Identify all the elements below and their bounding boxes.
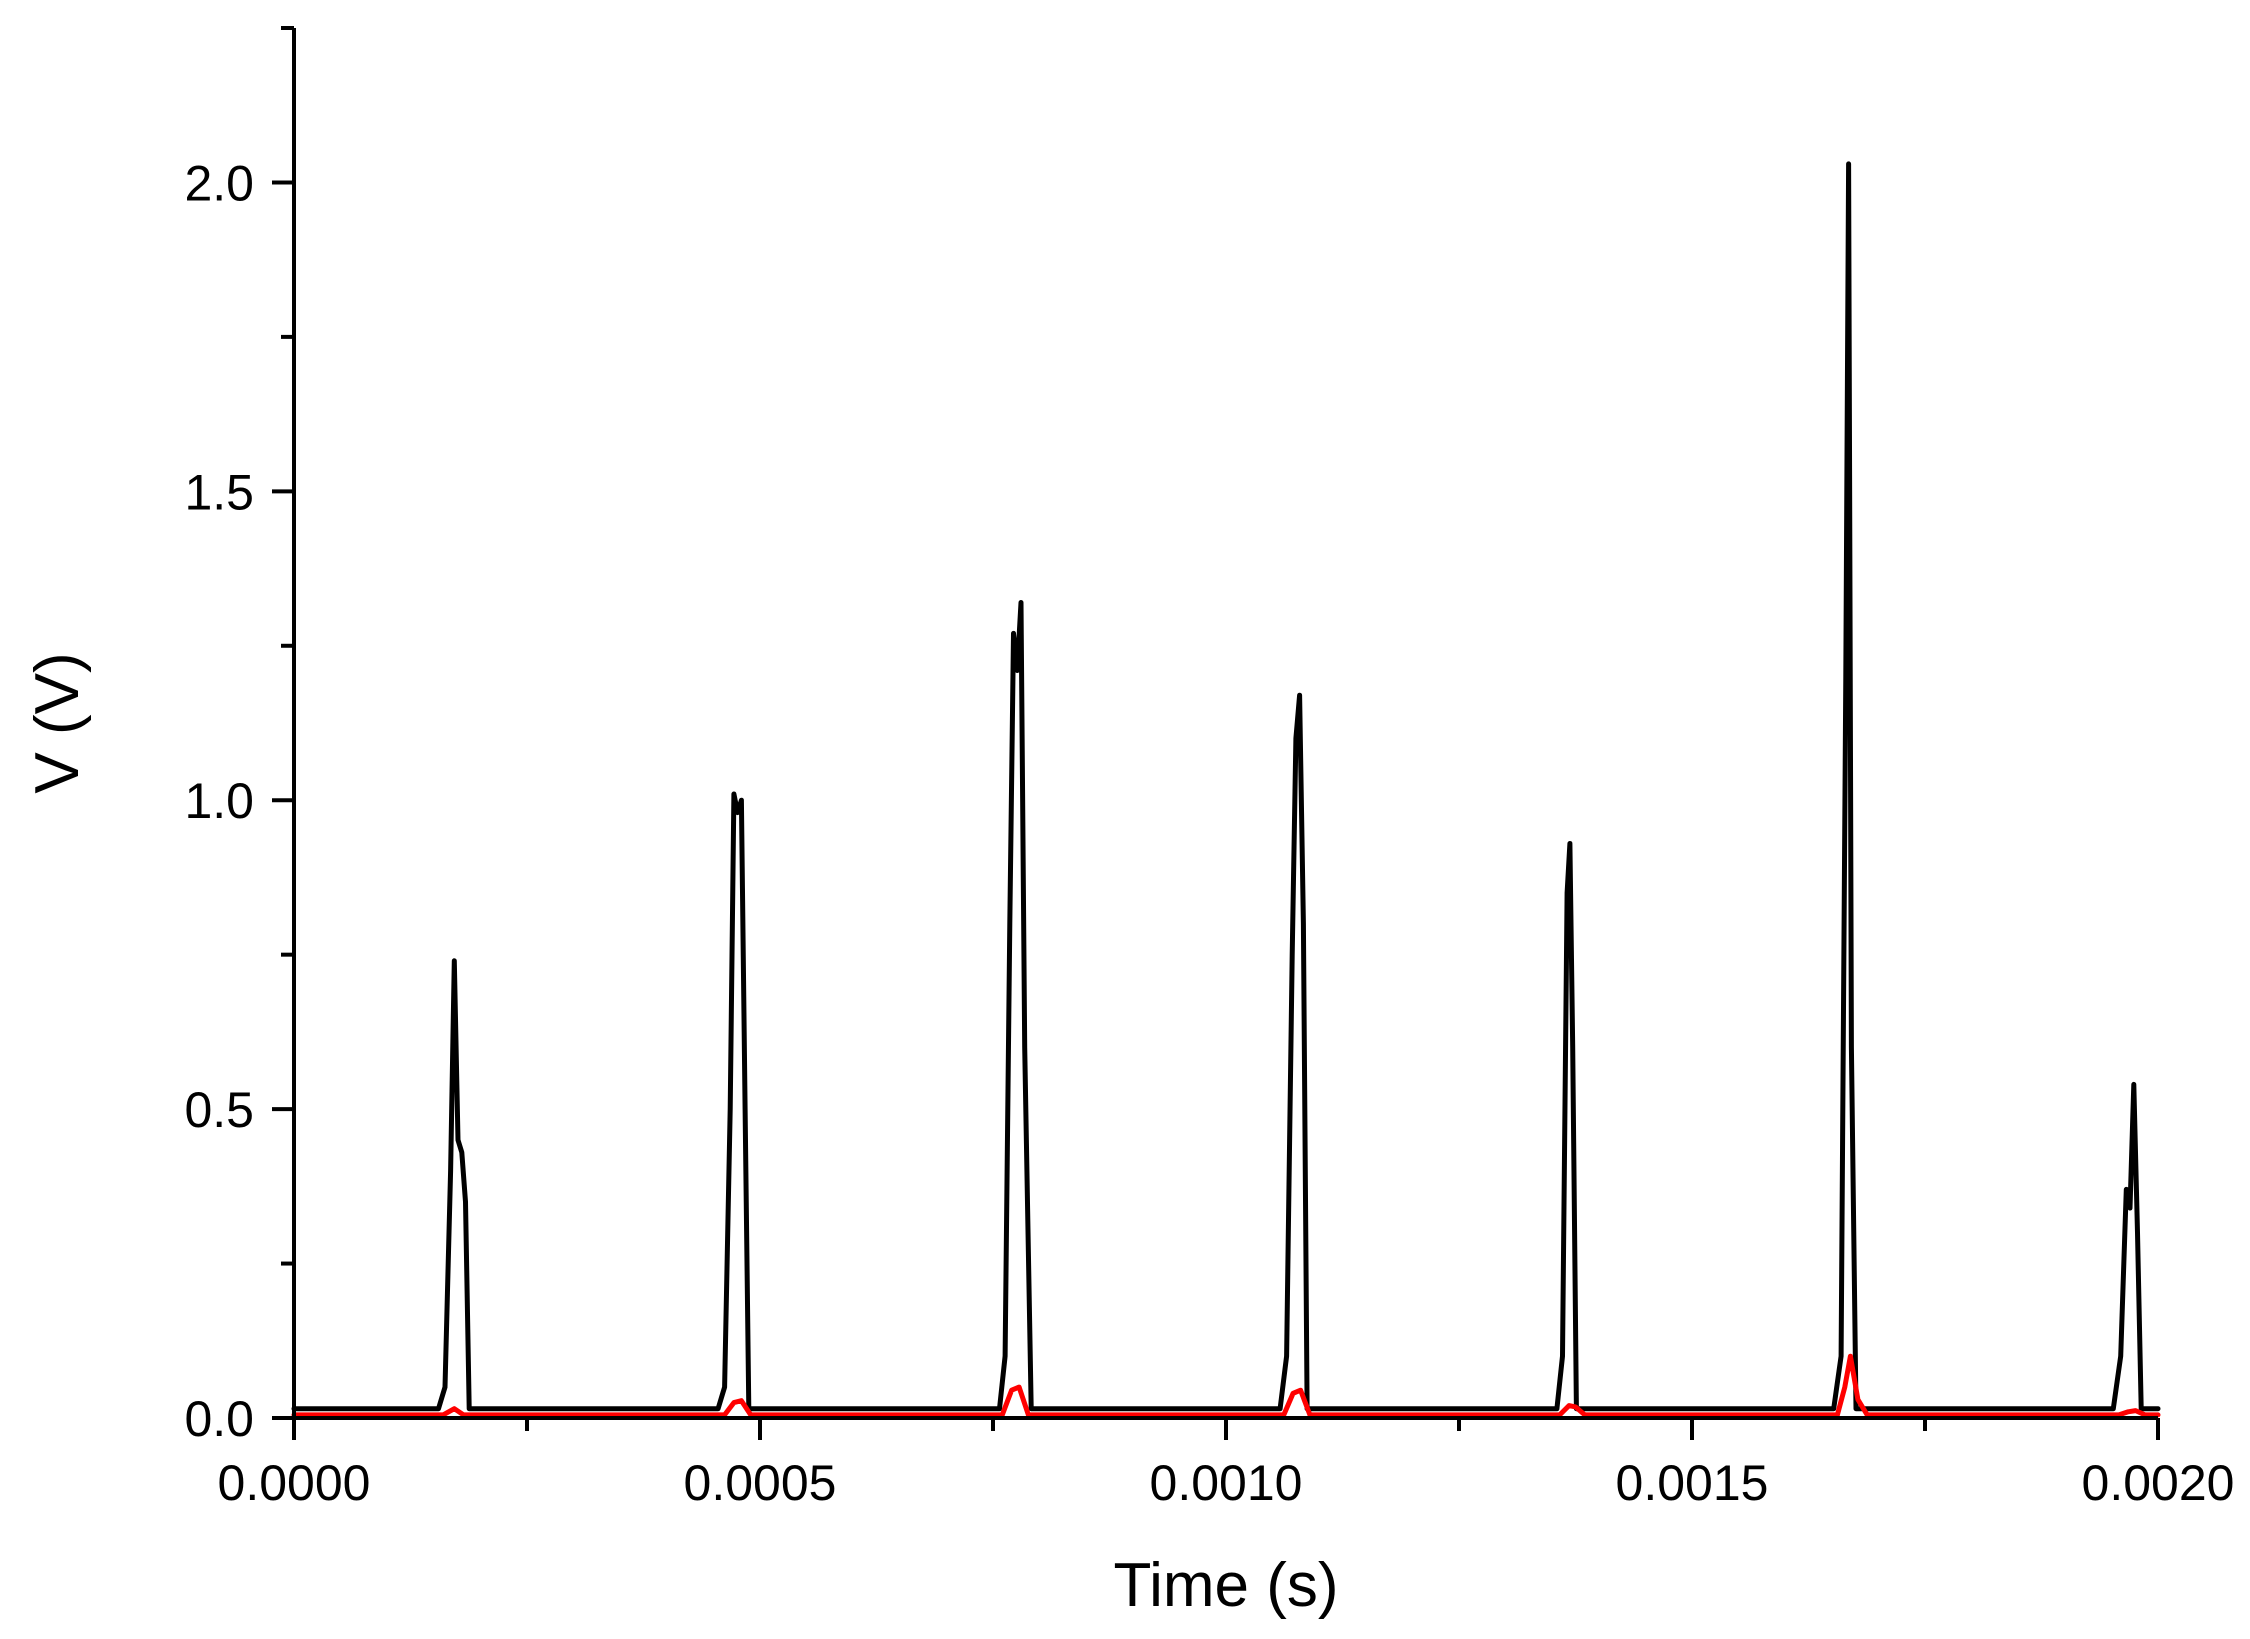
x-tick-label: 0.0020 bbox=[2082, 1455, 2235, 1511]
y-tick-label: 2.0 bbox=[184, 155, 254, 211]
series-line-2 bbox=[291, 1353, 2161, 1418]
x-tick-label: 0.0005 bbox=[684, 1455, 837, 1511]
y-tick-label: 0.0 bbox=[184, 1391, 254, 1447]
plot-area bbox=[291, 161, 2161, 1418]
x-tick-label: 0.0000 bbox=[218, 1455, 371, 1511]
y-tick-label: 0.5 bbox=[184, 1082, 254, 1138]
x-axis-title: Time (s) bbox=[1114, 1551, 1339, 1620]
y-axis-title: V (V) bbox=[23, 652, 92, 793]
y-ticks: 0.0 0.5 1.0 1.5 2.0 bbox=[184, 26, 294, 1447]
y-tick-label: 1.0 bbox=[184, 773, 254, 829]
y-tick-label: 1.5 bbox=[184, 464, 254, 520]
x-tick-label: 0.0010 bbox=[1150, 1455, 1303, 1511]
x-tick-label: 0.0015 bbox=[1616, 1455, 1769, 1511]
x-ticks: 0.0000 0.0005 0.0010 0.0015 0.0020 bbox=[218, 1418, 2235, 1511]
series-line-1 bbox=[291, 161, 2161, 1412]
